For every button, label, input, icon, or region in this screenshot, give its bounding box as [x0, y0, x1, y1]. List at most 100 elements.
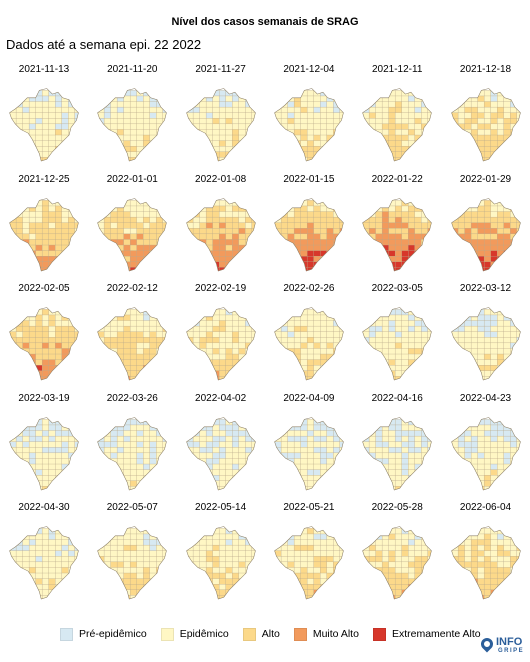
region-pre — [457, 320, 465, 327]
region-alto — [470, 233, 478, 240]
region-epi — [251, 123, 256, 130]
region-alto — [143, 233, 151, 240]
region-alto — [457, 227, 465, 234]
region-alto — [339, 354, 344, 361]
region-alto — [97, 205, 105, 212]
region-epi — [274, 314, 282, 322]
region-epi — [470, 430, 478, 437]
region-epi — [300, 95, 308, 102]
region-alto — [35, 359, 43, 366]
region-epi — [15, 474, 23, 481]
brazil-map — [274, 526, 344, 600]
region-epi — [238, 134, 246, 141]
region-alto — [212, 584, 220, 591]
region-epi — [395, 320, 403, 327]
region-alto — [117, 578, 125, 585]
region-epi — [41, 118, 49, 125]
region-extremo — [382, 255, 390, 262]
region-epi — [274, 337, 282, 344]
region-epi — [427, 205, 432, 212]
region-alto — [55, 205, 63, 212]
region-alto — [55, 146, 63, 153]
region-alto — [274, 365, 282, 372]
region-epi — [55, 584, 63, 591]
region-epi — [74, 567, 79, 574]
region-alto — [362, 205, 370, 212]
region-alto — [451, 556, 458, 563]
region-epi — [408, 556, 416, 563]
region-muito — [143, 370, 151, 377]
region-epi — [130, 118, 138, 125]
region-alto — [238, 238, 246, 245]
region-epi — [192, 539, 200, 546]
region-muito — [48, 266, 56, 271]
region-epi — [274, 485, 282, 490]
region-pre — [280, 419, 288, 426]
region-alto — [306, 573, 314, 580]
region-epi — [332, 469, 340, 476]
region-epi — [496, 441, 504, 448]
region-pre — [104, 441, 112, 448]
region-alto — [457, 376, 465, 381]
region-epi — [225, 435, 233, 442]
region-epi — [274, 342, 282, 349]
region-pre — [483, 320, 491, 327]
region-epi — [293, 90, 301, 97]
region-muito — [74, 266, 79, 271]
region-epi — [41, 545, 49, 552]
region-epi — [123, 112, 131, 119]
region-alto — [382, 562, 390, 569]
region-alto — [313, 359, 321, 366]
region-epi — [408, 550, 416, 558]
region-muito — [68, 365, 76, 372]
region-alto — [489, 573, 498, 580]
region-alto — [199, 233, 207, 240]
region-epi — [516, 342, 520, 349]
region-epi — [231, 326, 239, 333]
region-epi — [55, 480, 63, 487]
region-epi — [35, 485, 43, 490]
region-epi — [362, 210, 370, 218]
region-epi — [74, 474, 79, 481]
region-muito — [476, 250, 484, 257]
region-alto — [55, 348, 63, 355]
region-epi — [401, 112, 409, 119]
region-epi — [15, 458, 23, 465]
region-epi — [162, 480, 167, 487]
region-epi — [156, 146, 164, 153]
region-epi — [395, 95, 403, 102]
region-muito — [388, 244, 396, 251]
region-pre — [205, 424, 213, 431]
region-pre — [332, 90, 340, 97]
region-epi — [15, 534, 23, 541]
region-alto — [123, 354, 131, 361]
region-muito — [251, 255, 256, 262]
region-alto — [476, 157, 484, 162]
region-pre — [104, 101, 112, 108]
region-epi — [280, 545, 288, 552]
country-outline — [97, 197, 168, 272]
region-alto — [192, 151, 200, 158]
region-pre — [496, 424, 504, 431]
region-muito — [408, 238, 416, 245]
region-epi — [300, 458, 308, 465]
region-epi — [414, 129, 422, 136]
region-epi — [427, 359, 432, 366]
region-muito — [313, 255, 321, 262]
region-alto — [313, 573, 321, 580]
region-epi — [362, 474, 370, 481]
region-epi — [149, 129, 157, 136]
region-epi — [408, 573, 416, 580]
region-epi — [489, 348, 498, 355]
region-epi — [362, 376, 370, 381]
region-epi — [225, 556, 233, 563]
region-extremo — [451, 261, 458, 268]
region-pre — [199, 90, 207, 97]
region-alto — [110, 227, 118, 234]
region-epi — [287, 474, 295, 481]
region-alto — [55, 222, 63, 229]
region-pre — [162, 458, 167, 465]
region-epi — [375, 342, 383, 349]
region-epi — [22, 123, 30, 130]
region-alto — [110, 337, 118, 344]
